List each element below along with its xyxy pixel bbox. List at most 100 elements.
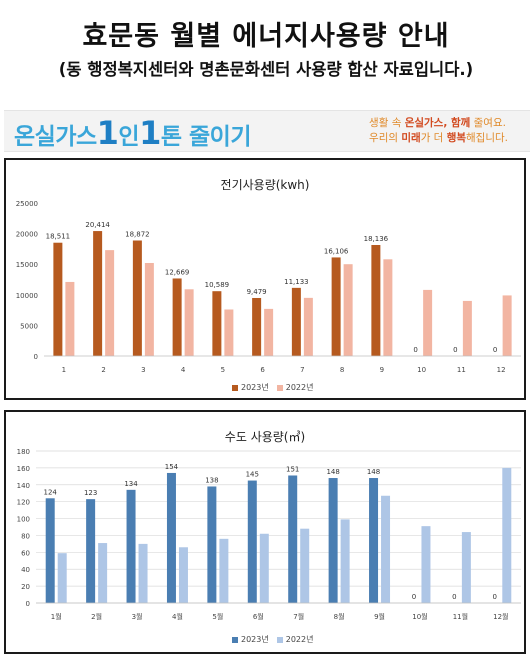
bar-2022년-5	[224, 309, 234, 356]
slogan-emphasis: 행복	[446, 132, 467, 144]
logo-one-b: 1	[139, 114, 161, 152]
y-tick-label: 0	[26, 600, 30, 608]
y-tick-label: 5000	[20, 322, 38, 330]
bar-2023년-6월	[247, 480, 257, 603]
electricity-chart: 050001000015000200002500018,511120,41421…	[16, 200, 521, 374]
y-tick-label: 160	[17, 465, 30, 473]
data-label: 148	[367, 468, 380, 476]
data-label: 154	[165, 463, 179, 471]
page-subtitle: (동 행정복지센터와 명촌문화센터 사용량 합산 자료입니다.)	[58, 60, 474, 79]
data-label: 148	[326, 468, 339, 476]
y-tick-label: 80	[21, 532, 30, 540]
logo-one-a: 1	[96, 114, 119, 152]
slogan-line-1: 생활 속 온실가스, 함께 줄여요.	[369, 116, 508, 131]
y-tick-label: 20000	[16, 231, 38, 239]
data-label: 124	[44, 488, 58, 496]
bar-2022년-11월	[461, 532, 471, 603]
y-tick-label: 180	[17, 448, 30, 456]
bar-2023년-6	[252, 297, 262, 356]
y-tick-label: 140	[17, 482, 30, 490]
x-tick-label: 3	[141, 366, 145, 374]
x-tick-label: 6월	[253, 612, 264, 621]
legend-label: 2022년	[285, 383, 314, 392]
bar-2022년-4	[184, 289, 194, 356]
x-tick-label: 3월	[132, 612, 143, 621]
y-tick-label: 60	[21, 549, 30, 557]
x-tick-label: 5월	[212, 612, 223, 621]
bar-2022년-7	[303, 297, 313, 356]
bar-2023년-4	[172, 278, 182, 356]
bar-2022년-10월	[421, 526, 431, 603]
data-label: 18,872	[125, 231, 150, 239]
bar-2023년-1월	[45, 498, 55, 603]
x-tick-label: 2월	[91, 612, 102, 621]
bar-2023년-3	[132, 240, 142, 356]
data-label: 134	[124, 480, 138, 488]
x-tick-label: 8	[340, 366, 344, 374]
data-label: 12,669	[165, 268, 190, 276]
bar-2022년-9	[383, 259, 393, 356]
data-label: 0	[452, 593, 456, 601]
water-chart: 0 20 40 60 80 100 120 140 160 180 124 1월 123 2월 134 3월 1…	[17, 448, 521, 621]
x-tick-label: 10월	[412, 612, 427, 621]
campaign-slogan: 생활 속 온실가스, 함께 줄여요. 우리의 미래가 더 행복해집니다.	[369, 116, 508, 146]
data-label: 138	[205, 476, 218, 484]
x-tick-label: 8월	[334, 612, 345, 621]
bar-2023년-5	[212, 291, 222, 356]
data-label: 20,414	[85, 221, 110, 229]
x-tick-label: 12	[497, 366, 506, 374]
data-label: 0	[453, 346, 457, 354]
legend-swatch	[276, 384, 283, 391]
legend-swatch	[232, 384, 238, 391]
bar-2022년-4월	[178, 547, 188, 603]
bar-2022년-9월	[381, 495, 391, 603]
legend-swatch	[276, 636, 283, 643]
slogan-text: 가 더	[420, 132, 447, 144]
bar-2023년-5월	[207, 486, 217, 603]
bar-2023년-7월	[288, 475, 298, 603]
bar-2022년-2월	[98, 543, 108, 603]
data-label: 0	[412, 593, 416, 601]
legend-label: 2022년	[285, 635, 314, 644]
bar-2023년-1	[53, 242, 63, 356]
x-tick-label: 11월	[453, 612, 468, 621]
bar-2022년-5월	[219, 538, 229, 603]
x-tick-label: 4	[181, 366, 186, 374]
bar-2022년-1	[65, 281, 75, 356]
bar-2022년-12	[502, 295, 512, 356]
x-tick-label: 4월	[172, 612, 183, 621]
data-label: 10,589	[205, 281, 230, 289]
slogan-emphasis: 미래	[401, 132, 421, 144]
legend-item: 2022년	[276, 383, 314, 392]
x-tick-label: 1월	[51, 612, 62, 621]
bar-2022년-10	[423, 289, 433, 356]
y-tick-label: 0	[34, 353, 38, 361]
logo-suffix: 톤 줄이기	[160, 124, 252, 150]
y-tick-label: 10000	[16, 292, 38, 300]
data-label: 18,136	[364, 235, 389, 243]
x-tick-label: 1	[62, 366, 66, 374]
x-tick-label: 7	[300, 366, 304, 374]
bar-2022년-8	[343, 264, 353, 356]
chart-title: 전기사용량(kwh)	[220, 178, 310, 192]
chart-legend: 2023년 2022년	[232, 634, 321, 645]
legend-item: 2023년	[232, 635, 269, 644]
bar-2023년-8월	[328, 478, 338, 603]
bar-2023년-9	[371, 245, 381, 356]
data-label: 0	[493, 593, 497, 601]
data-label: 9,479	[247, 288, 267, 296]
chart-legend: 2023년 2022년	[232, 382, 321, 393]
bar-2023년-3월	[126, 489, 136, 603]
campaign-logo: 온실가스1인1톤 줄이기	[14, 114, 252, 152]
campaign-banner: 온실가스1인1톤 줄이기 생활 속 온실가스, 함께 줄여요. 우리의 미래가 …	[4, 110, 530, 152]
slogan-line-2: 우리의 미래가 더 행복해집니다.	[369, 131, 508, 146]
bar-2022년-3	[144, 262, 154, 356]
x-tick-label: 7월	[293, 612, 304, 621]
x-tick-label: 12월	[493, 612, 508, 621]
bar-2022년-6월	[259, 533, 269, 603]
y-tick-label: 15000	[16, 261, 38, 269]
data-label: 11,133	[284, 278, 309, 286]
data-label: 151	[286, 465, 299, 473]
electricity-chart-panel: 전기사용량(kwh) 0 5000 10000 15000 20000 25000 18,5…	[4, 158, 526, 400]
x-tick-label: 2	[101, 366, 105, 374]
